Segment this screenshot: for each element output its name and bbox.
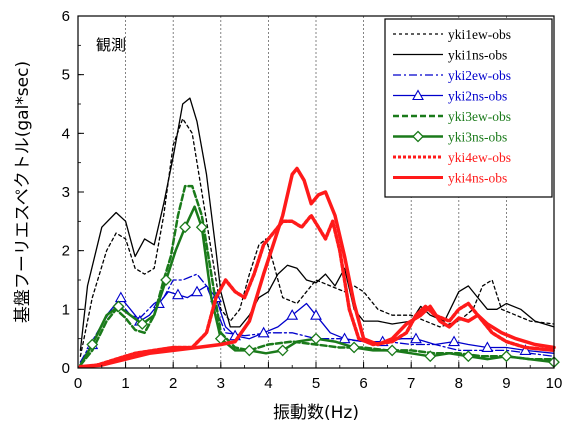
x-axis-label: 振動数(Hz) — [273, 403, 359, 423]
data-point-yki2ns-obs — [114, 291, 127, 303]
x-tick-label: 1 — [121, 375, 129, 392]
x-tick-label: 8 — [455, 375, 463, 392]
legend-label: yki2ew-obs — [448, 68, 511, 83]
data-point-yki2ns-obs — [191, 285, 203, 297]
y-tick-label: 3 — [62, 184, 70, 201]
plot-area — [78, 97, 560, 369]
data-point-yki2ns-obs — [448, 335, 460, 347]
x-tick-label: 9 — [502, 375, 510, 392]
data-point-yki3ns-obs — [424, 350, 437, 363]
legend-marker — [412, 89, 424, 101]
series-line-yki2ew-obs — [79, 273, 555, 363]
data-point-yki3ns-obs — [386, 344, 399, 357]
x-tick-label: 2 — [169, 375, 177, 392]
chart-annotation: 観測 — [96, 36, 126, 54]
data-point-yki2ns-obs — [286, 309, 299, 320]
legend-label: yki1ns-obs — [448, 48, 507, 63]
y-tick-label: 2 — [62, 243, 70, 260]
series-line-yki4ew-obs — [78, 213, 556, 369]
data-point-yki3ns-obs — [310, 332, 322, 345]
y-tick-label: 6 — [62, 8, 70, 25]
data-point-yki3ns-obs — [195, 221, 208, 234]
data-point-yki3ns-obs — [160, 274, 172, 286]
data-point-yki2ns-obs — [257, 326, 270, 338]
x-tick-label: 6 — [359, 375, 367, 392]
data-point-yki3ns-obs — [348, 341, 360, 354]
legend-label: yki3ns-obs — [448, 130, 507, 145]
y-tick-label: 4 — [62, 125, 70, 142]
series-line-yki1ns-obs — [79, 97, 555, 352]
data-point-yki3ns-obs — [276, 344, 289, 357]
axis-ticks: 0 1 2 3 4 5 6 7 8 9 10 0 1 2 3 4 5 6 — [62, 8, 563, 392]
legend-label: yki4ns-obs — [448, 171, 507, 186]
data-point-yki3ns-obs — [462, 350, 475, 363]
legend: yki1ew-obs yki1ns-obs yki2ew-obs yki2ns-obs… — [384, 18, 553, 198]
x-tick-label: 5 — [312, 375, 320, 392]
legend-label: yki3ew-obs — [448, 109, 511, 124]
x-tick-label: 0 — [74, 375, 82, 392]
x-tick-label: 4 — [264, 375, 272, 392]
legend-marker — [412, 130, 424, 143]
y-tick-label: 1 — [62, 301, 70, 318]
data-point-yki3ns-obs — [500, 350, 513, 363]
data-point-yki3ns-obs — [112, 300, 125, 313]
data-point-yki2ns-obs — [172, 288, 184, 300]
x-tick-label: 7 — [407, 375, 415, 392]
data-point-yki2ns-obs — [481, 341, 494, 353]
data-point-yki3ns-obs — [243, 344, 256, 357]
legend-box — [384, 18, 553, 198]
data-point-yki2ns-obs — [310, 309, 322, 320]
x-tick-label: 10 — [546, 375, 563, 392]
data-point-yki3ns-obs — [86, 338, 99, 351]
data-point-yki2ns-obs — [410, 332, 422, 344]
data-point-yki3ns-obs — [179, 221, 192, 234]
legend-label: yki1ew-obs — [448, 27, 511, 42]
data-point-yki3ns-obs — [136, 318, 149, 330]
y-tick-label: 5 — [62, 67, 70, 84]
x-tick-label: 3 — [217, 375, 225, 392]
y-axis-label: 基盤フーリエスペクトル(gal*sec) — [13, 61, 33, 323]
series-line-yki4ns-obs — [78, 166, 556, 369]
data-point-yki2ns-obs — [338, 332, 351, 344]
y-tick-label: 0 — [62, 360, 70, 377]
data-point-yki2ns-obs — [519, 344, 532, 355]
legend-label: yki2ns-obs — [448, 89, 507, 104]
legend-label: yki4ew-obs — [448, 150, 511, 165]
